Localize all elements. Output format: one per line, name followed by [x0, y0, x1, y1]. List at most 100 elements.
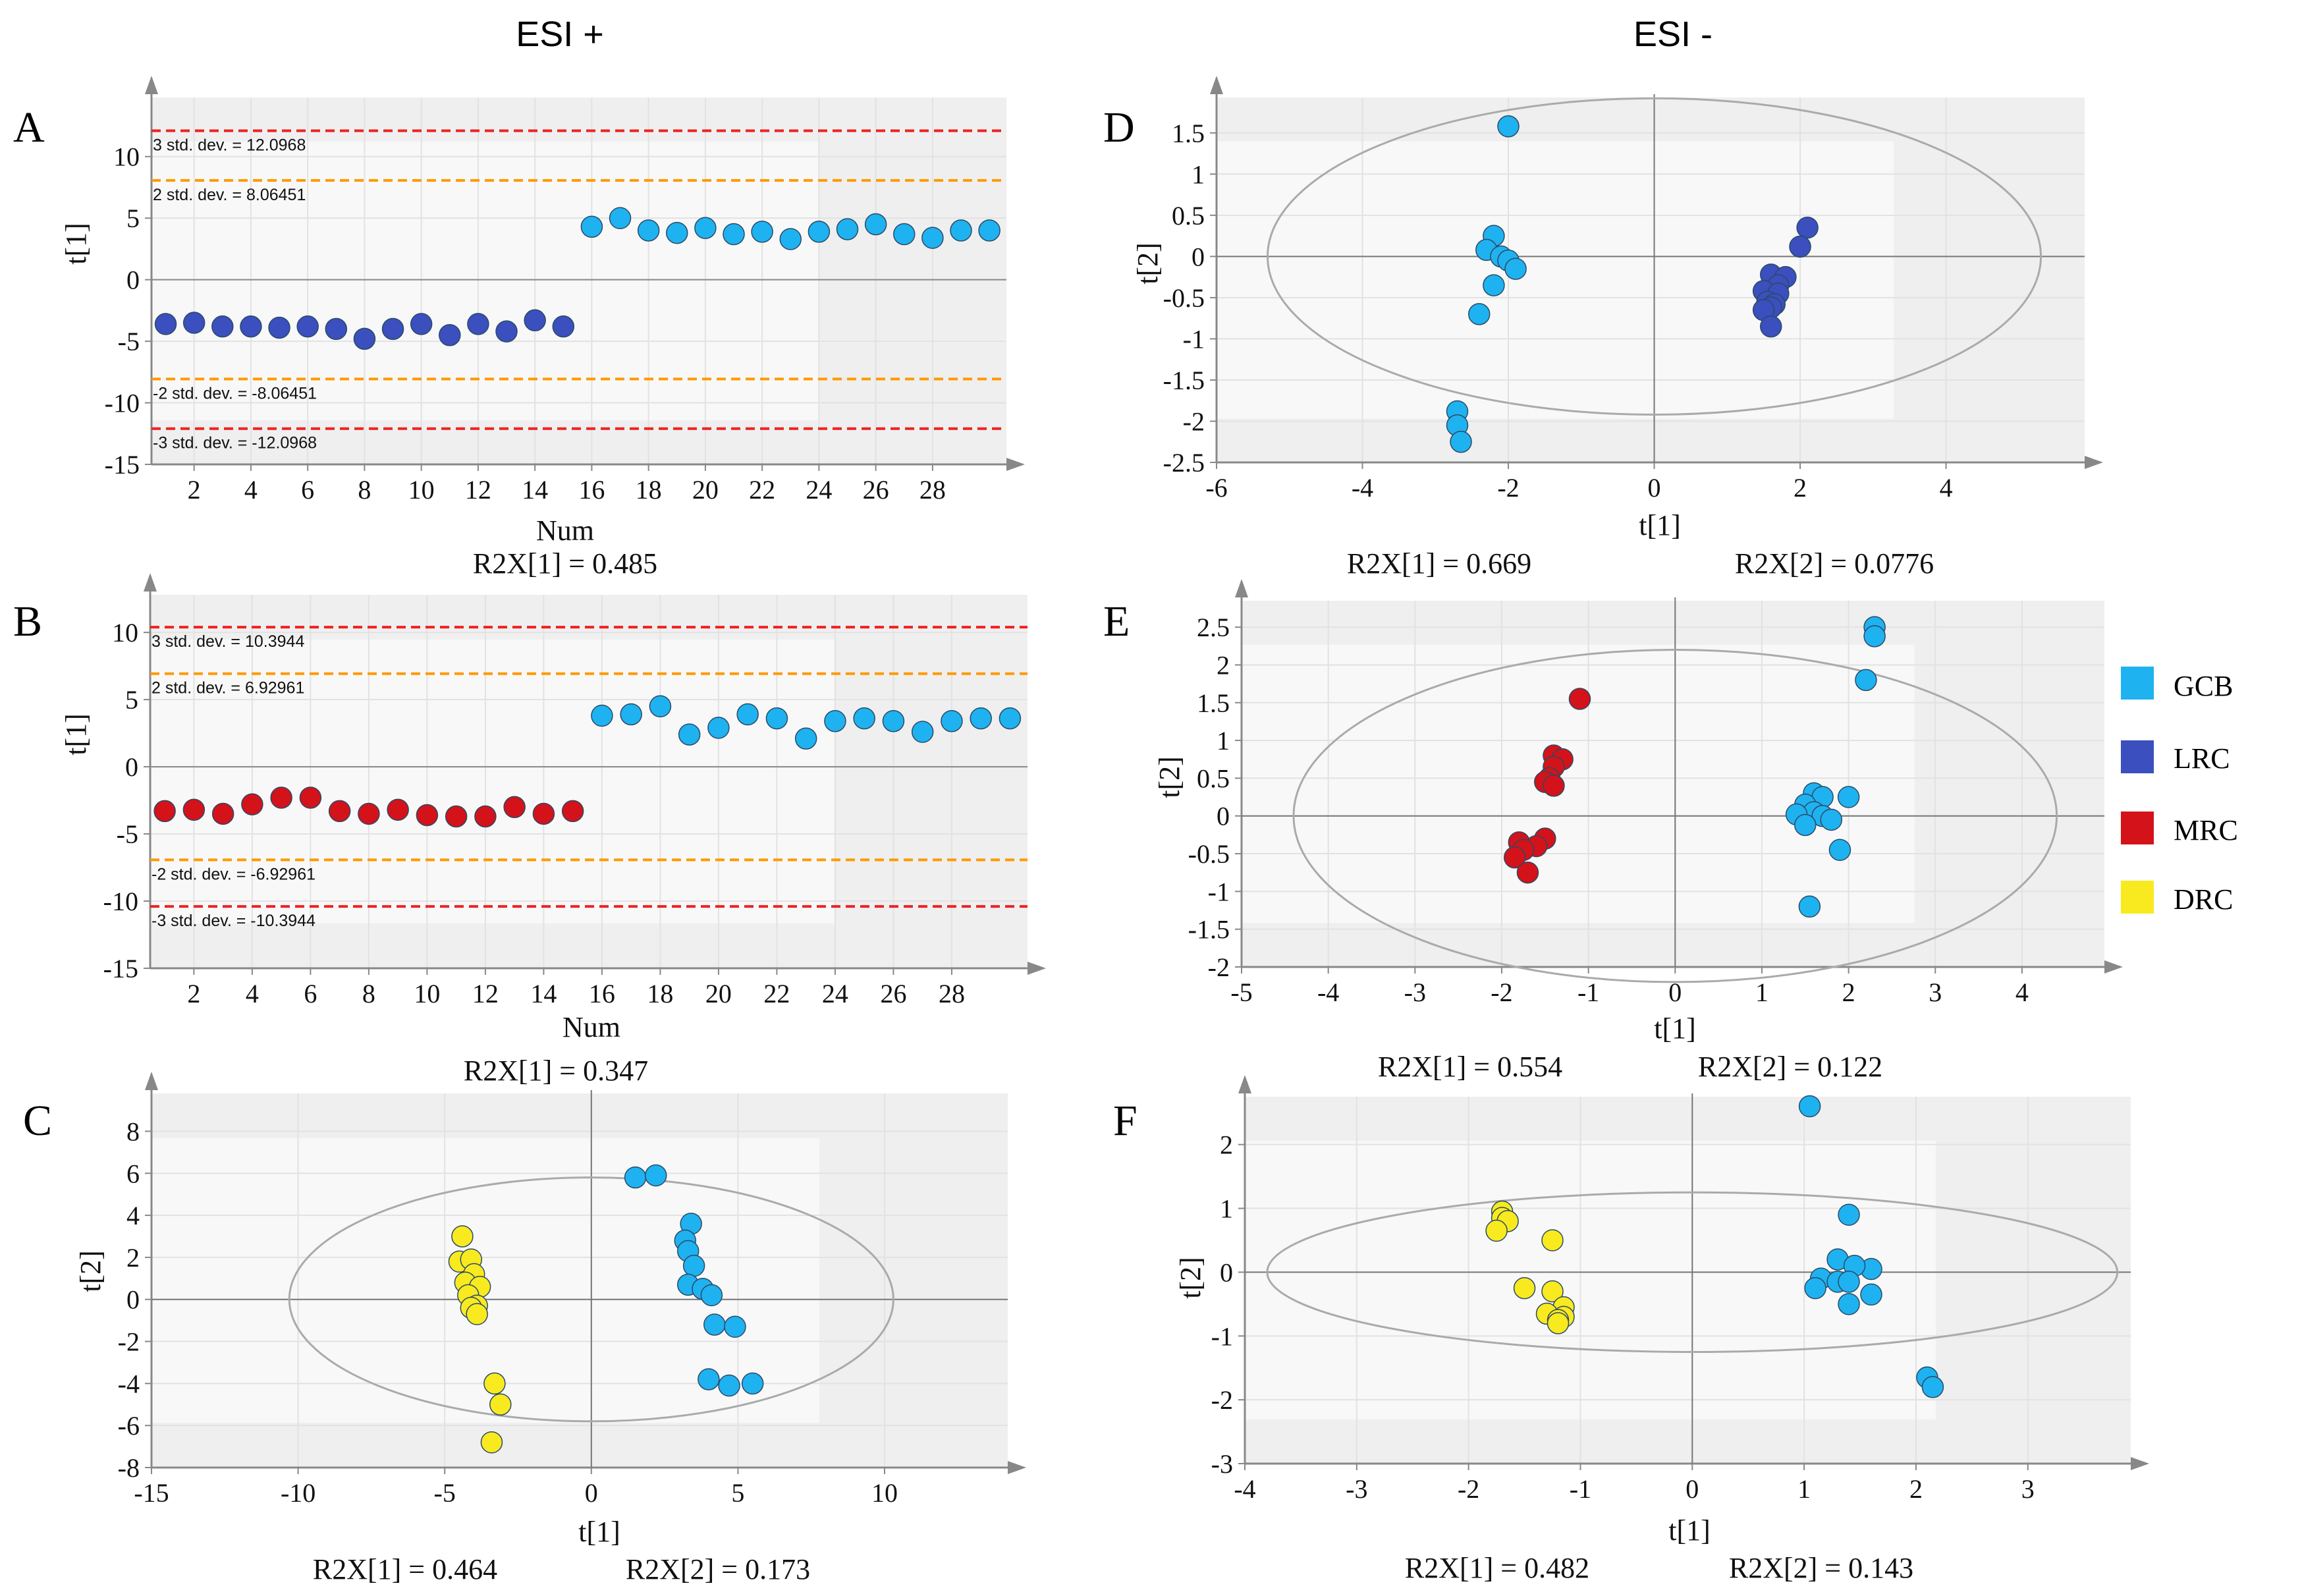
x-tick-label: 22: [749, 475, 775, 505]
data-point-gcb: [698, 1368, 720, 1390]
legend-swatch-lrc: [2121, 740, 2154, 773]
data-point-gcb: [645, 1164, 667, 1187]
y-tick-label: 10: [113, 142, 140, 172]
data-point-gcb: [1838, 1293, 1860, 1315]
x-tick-label: -3: [1404, 977, 1426, 1007]
data-point-drc: [1541, 1229, 1564, 1252]
data-point-mrc: [328, 800, 351, 823]
y-tick-label: -2: [1208, 952, 1230, 982]
x-tick-label: -4: [1234, 1474, 1255, 1504]
x-tick-label: 18: [636, 475, 662, 505]
data-point-drc: [466, 1303, 488, 1325]
reference-line-label: 3 std. dev. = 12.0968: [153, 136, 306, 155]
data-point-lrc: [211, 315, 234, 338]
x-tick-label: 26: [880, 979, 906, 1008]
x-tick-label: 2: [1909, 1474, 1923, 1504]
reference-line-label: -3 std. dev. = -12.0968: [153, 434, 317, 453]
reference-line-label: -3 std. dev. = -10.3944: [151, 912, 315, 930]
data-point-gcb: [1863, 625, 1886, 647]
legend-label-gcb: GCB: [2174, 670, 2233, 702]
y-axis-label: t[2]: [74, 1250, 107, 1292]
data-point-lrc: [296, 315, 319, 338]
x-tick-label: 4: [1940, 473, 1953, 503]
panel-letter-f: F: [1113, 1097, 1137, 1145]
panel-c-chart: -15 -10 -5 0 5 10 -8 -6 -4 -2 0 2 4 6 8 t[1] t[2] R2X[1] …: [74, 1072, 1026, 1585]
x-tick-label: 0: [1668, 977, 1682, 1007]
data-point-gcb: [950, 219, 972, 242]
x-tick-label: 26: [863, 475, 889, 505]
y-tick-label: -2: [1211, 1385, 1233, 1415]
y-tick-label: -15: [105, 450, 140, 480]
data-point-mrc: [561, 800, 584, 823]
x-tick-label: 4: [2015, 977, 2029, 1007]
data-point-gcb: [620, 703, 642, 726]
data-point-gcb: [1921, 1376, 1944, 1398]
reference-line-label: -2 std. dev. = -8.06451: [153, 384, 317, 402]
data-point-lrc: [467, 313, 489, 335]
r2x-caption: R2X[2] = 0.0776: [1735, 547, 1934, 580]
data-point-mrc: [503, 796, 526, 819]
y-tick-label: 1.5: [1172, 119, 1205, 148]
x-axis-arrow: [2085, 456, 2103, 469]
data-point-gcb: [700, 1284, 723, 1307]
reference-line-label: 2 std. dev. = 8.06451: [153, 186, 306, 204]
y-axis-arrow: [1210, 76, 1223, 94]
data-point-gcb: [941, 709, 963, 732]
data-point-gcb: [1504, 258, 1527, 280]
x-tick-label: 14: [522, 475, 548, 505]
x-tick-label: -10: [281, 1478, 315, 1508]
data-point-gcb: [999, 707, 1022, 730]
x-tick-label: -5: [434, 1478, 456, 1508]
data-point-lrc: [552, 315, 575, 338]
data-point-lrc: [1796, 216, 1819, 239]
y-tick-label: 1.5: [1197, 688, 1230, 718]
data-point-gcb: [682, 1254, 705, 1277]
hotelling-ellipse: [1266, 1191, 2119, 1353]
x-axis-label: t[1]: [1668, 1514, 1711, 1547]
data-point-gcb: [1467, 303, 1491, 325]
x-tick-label: 3: [1929, 977, 1942, 1007]
x-tick-label: -5: [1230, 977, 1252, 1007]
x-tick-label: 8: [362, 979, 375, 1008]
x-tick-label: 6: [304, 979, 317, 1008]
data-point-lrc: [268, 316, 290, 339]
x-tick-label: 10: [408, 475, 435, 505]
y-tick-label: 10: [112, 618, 138, 647]
header-esi-positive: ESI +: [516, 14, 604, 54]
y-tick-label: 2: [1220, 1130, 1233, 1160]
y-tick-label: 2: [1217, 650, 1230, 680]
data-point-gcb: [808, 220, 831, 243]
y-tick-label: -5: [118, 327, 140, 356]
y-tick-label: -3: [1211, 1449, 1233, 1479]
y-tick-label: 0: [126, 265, 140, 295]
data-point-drc: [483, 1372, 506, 1395]
r2x-caption: R2X[1] = 0.669: [1347, 547, 1531, 580]
r2x-caption: R2X[1] = 0.554: [1378, 1051, 1562, 1083]
data-point-gcb: [1860, 1283, 1882, 1306]
x-tick-label: 4: [244, 475, 258, 505]
data-point-gcb: [718, 1374, 740, 1397]
r2x-caption: R2X[2] = 0.122: [1698, 1051, 1882, 1083]
data-point-lrc: [353, 327, 376, 350]
x-tick-label: 10: [871, 1478, 898, 1508]
x-tick-label: -3: [1346, 1474, 1367, 1504]
data-point-drc: [480, 1431, 503, 1454]
data-point-mrc: [241, 793, 263, 815]
x-tick-label: 4: [246, 979, 259, 1008]
data-point-gcb: [1804, 1277, 1826, 1300]
hotelling-ellipse: [1267, 97, 2042, 416]
data-point-gcb: [765, 707, 788, 730]
y-tick-label: 2: [126, 1243, 140, 1273]
plot-background-core: [151, 141, 819, 421]
data-point-gcb: [751, 220, 773, 243]
y-axis-label: t[2]: [1174, 1257, 1207, 1299]
legend-label-lrc: LRC: [2174, 742, 2230, 775]
x-tick-label: 0: [1685, 1474, 1699, 1504]
panel-letter-a: A: [13, 103, 45, 151]
legend-swatch-mrc: [2121, 812, 2154, 844]
data-point-lrc: [410, 313, 433, 335]
data-point-drc: [1547, 1312, 1570, 1335]
panel-d-chart: -6 -4 -2 0 2 4 -2.5 -2 -1.5 -1 -0.5 0 0.5 1 1.5 t[1] t[2…: [1132, 76, 2103, 580]
y-axis-label: t[2]: [1153, 756, 1186, 798]
